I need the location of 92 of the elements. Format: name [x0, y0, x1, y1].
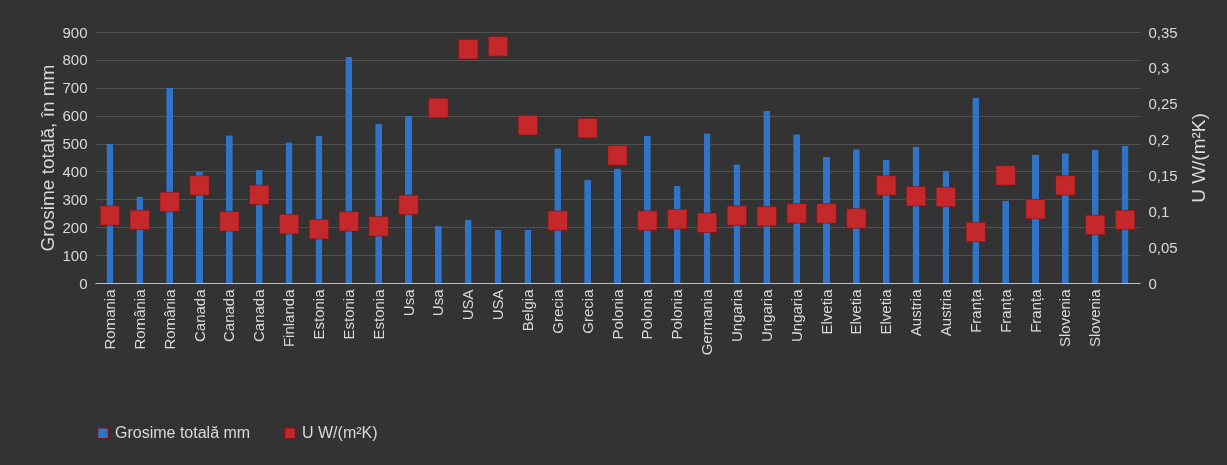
x-tick-label: Franța — [1026, 288, 1044, 333]
point — [1115, 209, 1136, 230]
x-tick-label: Finlanda — [280, 288, 298, 348]
x-tick-label: Canada — [190, 288, 208, 343]
x-tick-label: Romania — [100, 288, 118, 350]
x-tick-label: Estonia — [339, 288, 357, 340]
x-tick-label: Elvetia — [817, 288, 835, 335]
point — [846, 208, 867, 229]
x-tick-label: Austria — [936, 288, 954, 337]
x-tick-label: România — [130, 288, 148, 350]
legend-label: U W/(m²K) — [302, 424, 378, 442]
x-tick-label: Elvetia — [877, 288, 895, 335]
x-tick-label: Austria — [907, 288, 925, 337]
y2-axis-title: U W/(m²K) — [1187, 113, 1209, 203]
point — [667, 209, 688, 230]
point — [637, 210, 658, 231]
point — [99, 205, 120, 226]
y-tick-label: 200 — [62, 218, 88, 236]
point — [368, 216, 389, 237]
y2-tick-label: 0,1 — [1148, 202, 1170, 220]
x-tick-label: Slovenia — [1086, 288, 1104, 348]
x-tick-label: Usa — [429, 288, 447, 317]
y-tick-label: 800 — [62, 51, 88, 69]
x-tick-label: Elvetia — [847, 288, 865, 335]
point — [338, 211, 359, 232]
point — [517, 115, 538, 136]
point — [756, 206, 777, 227]
y2-tick-label: 0 — [1148, 274, 1157, 292]
point — [577, 118, 598, 139]
y-tick-label: 400 — [62, 162, 88, 180]
x-tick-label: Canada — [250, 288, 268, 343]
point — [547, 210, 568, 231]
y-tick-label: 300 — [62, 190, 88, 208]
point — [219, 211, 240, 232]
y-tick-label: 900 — [62, 23, 88, 41]
x-tick-label: Ungaria — [727, 288, 745, 343]
x-tick-label: România — [160, 288, 178, 350]
point — [488, 36, 509, 57]
x-tick-label: Grecia — [578, 288, 596, 334]
y2-tick-label: 0,25 — [1148, 95, 1178, 113]
point — [129, 209, 150, 230]
point — [1055, 175, 1076, 196]
x-tick-label: Usa — [399, 288, 417, 317]
x-tick-label: Polonia — [638, 288, 656, 340]
bar — [614, 168, 621, 283]
x-tick-label: Polonia — [668, 288, 686, 340]
y-tick-label: 0 — [79, 274, 88, 292]
point — [935, 186, 956, 207]
point — [428, 97, 449, 119]
point — [159, 191, 180, 213]
y-tick-label: 500 — [62, 135, 88, 153]
point — [965, 222, 986, 243]
point — [816, 203, 837, 224]
x-tick-label: Franța — [996, 288, 1014, 333]
y2-tick-label: 0,2 — [1148, 131, 1170, 149]
point — [398, 194, 419, 215]
point — [249, 184, 270, 205]
y-tick-label: 100 — [62, 246, 88, 264]
x-tick-label: Franța — [966, 288, 984, 333]
x-tick-label: Ungaria — [757, 288, 775, 343]
point — [697, 212, 718, 233]
x-tick-label: Polonia — [608, 288, 626, 340]
x-tick-label: Grecia — [548, 288, 566, 334]
point — [995, 165, 1016, 186]
y-tick-label: 600 — [62, 107, 88, 125]
point — [279, 214, 300, 235]
y-tick-label: 700 — [62, 79, 88, 97]
point — [906, 186, 927, 207]
point — [308, 219, 329, 240]
x-tick-label: USA — [489, 289, 507, 321]
x-tick-label: Estonia — [369, 288, 387, 340]
legend-label: Grosime totală mm — [115, 424, 251, 442]
point — [189, 175, 210, 196]
x-tick-label: USA — [459, 289, 477, 321]
y2-tick-label: 0,3 — [1148, 59, 1170, 77]
point — [1085, 214, 1106, 235]
y-axis-title: Grosime totală, în mm — [37, 64, 59, 252]
x-tick-label: Ungaria — [787, 288, 805, 343]
x-tick-label: Belgia — [518, 288, 536, 332]
point — [786, 203, 807, 224]
x-tick-label: Slovenia — [1056, 288, 1074, 348]
x-tick-label: Germania — [698, 288, 716, 356]
point — [876, 175, 897, 196]
y2-tick-label: 0,35 — [1148, 23, 1178, 41]
point — [607, 145, 628, 166]
point — [458, 39, 479, 60]
x-tick-label: Canada — [220, 288, 238, 343]
x-tick-label: Estonia — [309, 288, 327, 340]
y2-tick-label: 0,05 — [1148, 238, 1178, 256]
point — [1025, 199, 1046, 220]
point — [726, 205, 747, 226]
y2-tick-label: 0,15 — [1148, 166, 1178, 184]
